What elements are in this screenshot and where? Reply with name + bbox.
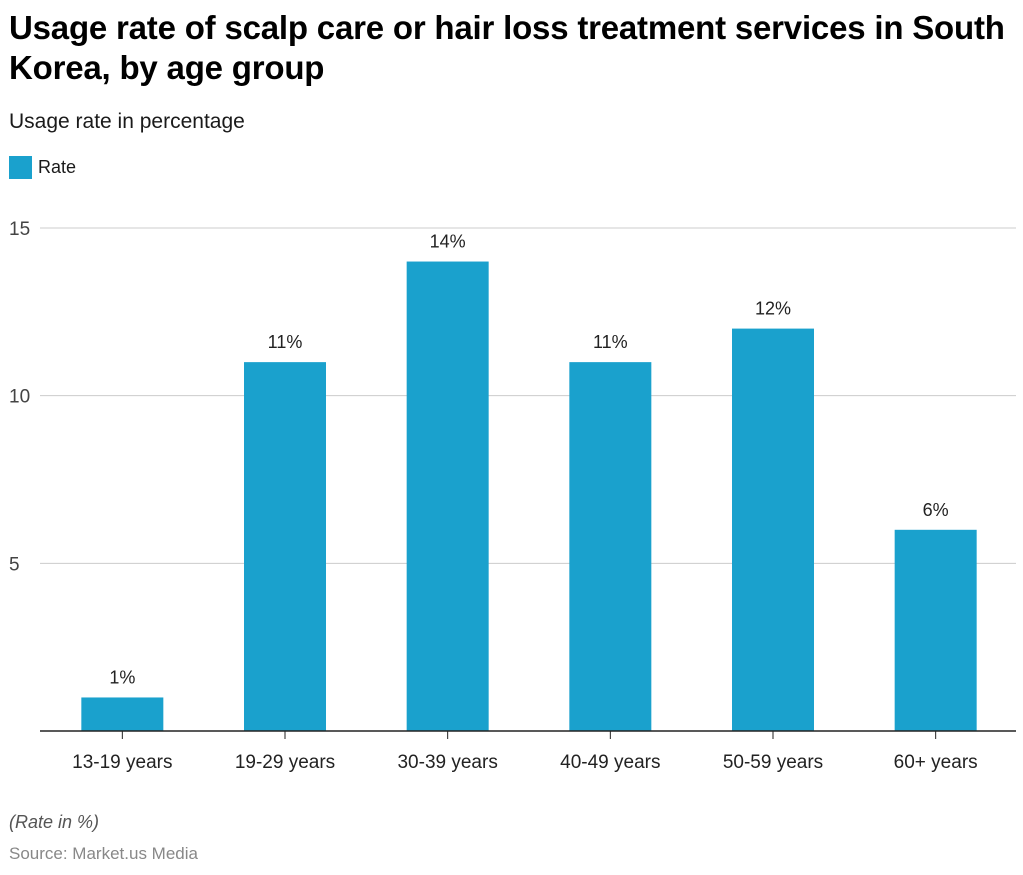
y-axis-ticks: 5 10 15 bbox=[9, 219, 30, 575]
gridlines bbox=[40, 227, 1016, 564]
chart-title: Usage rate of scalp care or hair loss tr… bbox=[9, 9, 1005, 86]
bar bbox=[406, 261, 489, 731]
x-axis: 13-19 years 19-29 years 30-39 years 40-49 y… bbox=[40, 730, 1016, 773]
data-label: 1% bbox=[109, 667, 135, 687]
x-tick-label: 60+ years bbox=[894, 752, 978, 773]
x-tick-label: 19-29 years bbox=[235, 752, 335, 773]
data-label: 6% bbox=[923, 500, 949, 520]
legend-label: Rate bbox=[38, 157, 77, 177]
data-label: 12% bbox=[755, 299, 791, 319]
bar bbox=[894, 529, 977, 731]
footnote: (Rate in %) bbox=[9, 812, 100, 832]
bar bbox=[732, 328, 814, 731]
bar bbox=[81, 697, 164, 731]
y-tick-label: 15 bbox=[9, 219, 30, 240]
bars bbox=[81, 261, 977, 731]
bar bbox=[244, 362, 326, 731]
x-tick-label: 50-59 years bbox=[723, 752, 823, 773]
y-tick-label: 10 bbox=[9, 387, 30, 408]
source-text: Source: Market.us Media bbox=[9, 844, 198, 863]
data-labels: 1% 11% 14% 11% 12% 6% bbox=[109, 232, 948, 688]
data-label: 14% bbox=[430, 232, 466, 252]
x-tick-label: 30-39 years bbox=[397, 752, 497, 773]
chart-subtitle: Usage rate in percentage bbox=[9, 110, 245, 133]
data-label: 11% bbox=[268, 332, 303, 352]
y-tick-label: 5 bbox=[9, 554, 20, 575]
x-tick-label: 13-19 years bbox=[72, 752, 172, 773]
bar bbox=[569, 362, 652, 731]
legend: Rate bbox=[9, 156, 76, 179]
data-label: 11% bbox=[593, 332, 628, 352]
x-tick-label: 40-49 years bbox=[560, 752, 660, 773]
legend-swatch bbox=[9, 156, 32, 179]
